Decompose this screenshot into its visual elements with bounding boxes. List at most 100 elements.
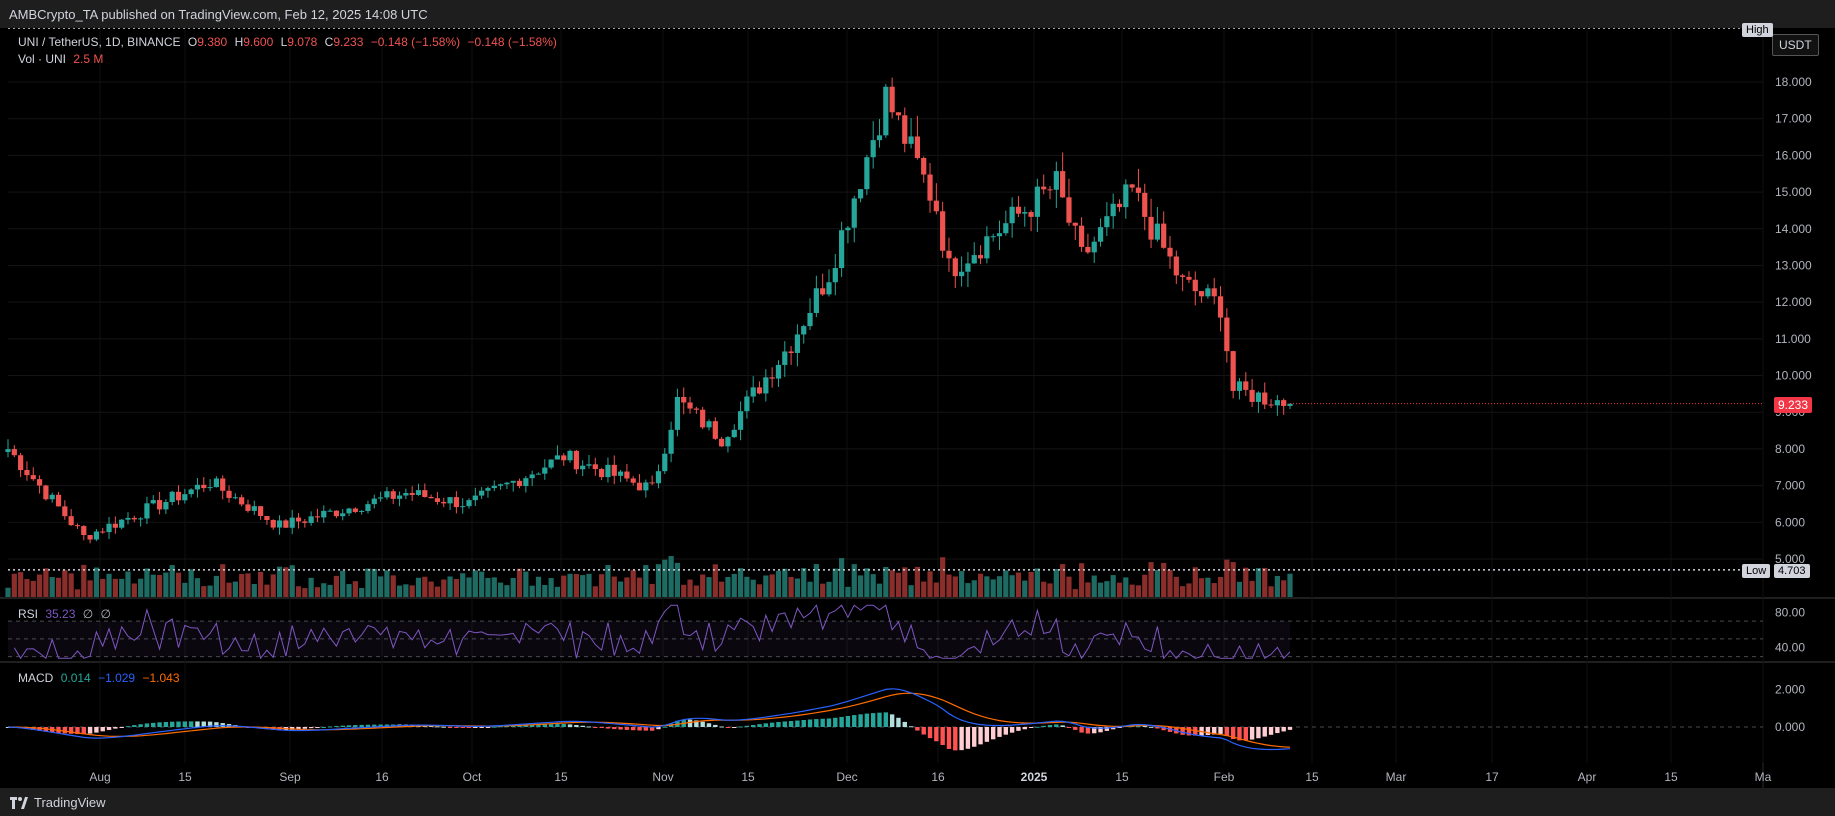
macd-hist-bar [100,727,105,732]
candle-body [352,508,358,512]
chart-canvas[interactable]: 5.0006.0007.0008.0009.00010.00011.00012.… [0,28,1835,788]
candle-body [428,496,434,499]
volume-bar [1186,583,1192,597]
candle-body [529,474,535,479]
macd-hist-bar [151,722,156,727]
candle-body [1041,186,1047,190]
candle-body [561,455,567,461]
x-tick-label: 15 [1305,770,1319,784]
candle-body [801,326,807,335]
candle-body [630,478,636,483]
candle-body [156,500,163,510]
volume-bar [314,587,321,597]
macd-hist-bar [1110,727,1116,730]
volume-bar [453,578,459,597]
candle-body [422,490,428,497]
volume-bar [169,565,175,597]
candle-body [1161,223,1167,248]
currency-button[interactable]: USDT [1772,34,1819,56]
candle-body [1028,212,1034,217]
candle-body [144,503,150,519]
x-tick-label: 15 [178,770,192,784]
candle-body [49,494,55,500]
macd-hist-bar [612,727,617,730]
volume-bar [504,585,510,597]
macd-hist-bar [599,727,604,728]
macd-hist-bar [1155,727,1160,729]
volume-bar [62,570,68,597]
macd-hist-bar [321,726,326,728]
volume-bar [965,583,971,597]
macd-hist-bar [1028,727,1034,728]
candle-body [952,258,958,277]
volume-bar [1173,576,1179,597]
volume-bar [1243,567,1249,597]
volume-bar [605,565,611,597]
y-tick-label: 7.000 [1775,479,1805,493]
volume-bar [1217,576,1224,597]
volume-bar [1123,577,1129,597]
volume-bar [977,573,984,597]
symbol-label[interactable]: UNI / TetherUS, 1D, BINANCE [18,35,181,49]
volume-bar [769,574,775,597]
volume-bar [415,577,422,597]
volume-bar [1224,559,1230,597]
candle-body [1053,171,1059,190]
y-tick-label: 6.000 [1775,515,1805,529]
macd-hist-bar [574,725,579,727]
candle-body [977,255,984,259]
macd-hist-bar [801,720,806,727]
tradingview-brand[interactable]: TradingView [10,795,106,810]
candle-body [81,526,87,536]
y-tick-label: 15.000 [1775,185,1812,199]
macd-hist-bar [694,720,699,727]
candle-body [1047,189,1053,191]
volume-bar [270,574,276,597]
volume-label[interactable]: Vol · UNI [18,52,67,66]
macd-line-value: −1.029 [98,671,136,685]
volume-bar [289,565,295,597]
candle-body [965,263,971,272]
macd-hist-bar [68,727,74,734]
macd-label[interactable]: MACD [18,671,54,685]
candle-body [1224,317,1230,352]
volume-bar [352,581,358,597]
macd-hist-bar [31,727,36,731]
candle-body [876,135,883,141]
macd-hist-bar [706,723,712,727]
candle-body [567,450,573,461]
x-tick-label: 15 [1115,770,1129,784]
candle-body [43,485,49,500]
candle-body [491,485,497,489]
x-tick-label: Apr [1578,770,1597,784]
volume-bar [93,567,100,597]
candle-body [264,516,270,520]
candle-body [100,531,106,533]
candle-body [226,490,232,498]
macd-hist-bar [915,727,920,731]
volume-bar [643,565,649,597]
volume-bar [1236,581,1243,597]
macd-hist-bar [479,727,484,728]
macd-hist-bar [763,723,769,727]
rsi-label[interactable]: RSI [18,607,39,621]
volume-bar [668,556,674,597]
volume-bar [245,573,251,597]
volume-bar [889,570,895,597]
volume-bar [308,577,314,597]
x-tick-label: Dec [836,770,857,784]
y-tick-label: 13.000 [1775,258,1812,272]
candle-body [1281,400,1287,406]
volume-bar [1274,576,1280,597]
candle-body [769,377,775,379]
candle-body [731,429,737,438]
macd-hist-bar [700,721,705,727]
candle-body [946,250,952,259]
footer-brand-text: TradingView [34,795,106,810]
candle-body [1262,392,1268,405]
x-tick-label: 15 [741,770,755,784]
candle-body [403,493,409,496]
volume-bar [441,579,447,597]
candle-body [251,506,257,511]
candle-body [744,396,750,412]
